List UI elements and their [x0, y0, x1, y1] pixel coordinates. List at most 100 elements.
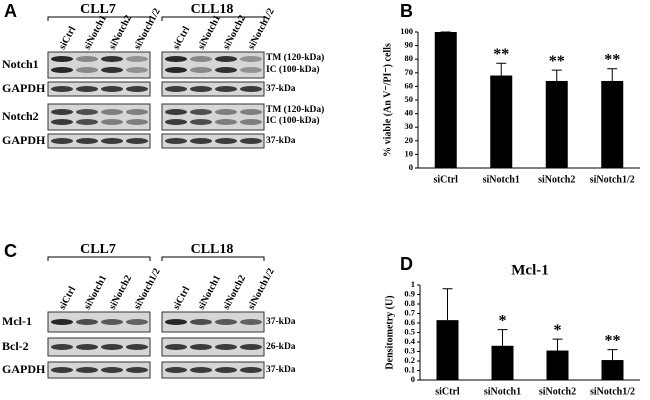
lane-label: siCtrl [57, 285, 78, 312]
bracket [47, 256, 151, 261]
band [165, 344, 187, 350]
band [51, 67, 73, 73]
band [240, 56, 262, 62]
blot-box [47, 103, 151, 131]
blot-box [47, 81, 151, 97]
bracket [47, 16, 151, 21]
row-label: GAPDH [2, 362, 46, 376]
blot-box [161, 361, 265, 379]
band [126, 138, 148, 144]
panel-letter: B [400, 1, 413, 21]
band [126, 109, 148, 115]
band [190, 86, 212, 92]
error-bar [607, 68, 618, 81]
lane-label: siNotch1 [82, 13, 109, 51]
band [215, 138, 237, 144]
significance: * [499, 312, 507, 329]
band [51, 56, 73, 62]
band [76, 119, 98, 125]
y-tick-label: 60 [405, 80, 414, 90]
group-label: CLL18 [191, 2, 234, 17]
band [51, 367, 73, 373]
band [101, 119, 123, 125]
lane-label: siNotch1/2 [132, 267, 163, 312]
band [240, 109, 262, 115]
band [190, 344, 212, 350]
group-label: CLL7 [80, 2, 116, 17]
y-tick-label: 20 [405, 135, 414, 145]
bracket [161, 16, 265, 21]
band [101, 367, 123, 373]
x-tick-label: siNotch1/2 [590, 386, 635, 397]
y-tick-label: 80 [405, 53, 414, 63]
band [101, 344, 123, 350]
band [76, 109, 98, 115]
band [215, 109, 237, 115]
error-bar [496, 62, 507, 76]
y-tick-label: 0.2 [404, 355, 415, 365]
band [165, 67, 187, 73]
blot-box [161, 103, 265, 131]
y-tick-label: 0.7 [404, 307, 415, 317]
band [126, 86, 148, 92]
blot-box [161, 337, 265, 357]
blot-box [47, 51, 151, 79]
y-tick-label: 0 [409, 162, 413, 172]
size-label: 37-kDa [266, 365, 296, 375]
band [101, 138, 123, 144]
band [190, 367, 212, 373]
band [126, 119, 148, 125]
lane-label: siNotch1/2 [246, 7, 277, 52]
y-tick-label: 30 [405, 121, 414, 131]
x-tick-label: siNotch2 [538, 174, 575, 185]
blot-box [161, 81, 265, 97]
size-label: 37-kDa [266, 317, 296, 327]
y-tick-label: 40 [405, 108, 414, 118]
error-bar [551, 69, 562, 81]
bar [436, 320, 459, 380]
y-tick-label: 0.5 [404, 326, 415, 336]
significance: ** [493, 46, 509, 63]
lane-label: siCtrl [171, 285, 192, 312]
bar [545, 80, 568, 168]
blot-box [161, 133, 265, 149]
band [190, 319, 212, 325]
band [101, 109, 123, 115]
band [165, 367, 187, 373]
size-label: 37-kDa [266, 84, 296, 94]
row-label: GAPDH [2, 133, 46, 147]
x-tick-label: siCtrl [435, 386, 460, 397]
y-axis-label: Densitometry (U) [384, 295, 395, 369]
y-axis-label: % viable (An V⁻/PI⁻) cells [382, 43, 393, 157]
row-label: Notch1 [2, 57, 39, 71]
band [76, 56, 98, 62]
significance: ** [605, 332, 621, 349]
bar [601, 360, 624, 380]
x-tick-label: siNotch2 [539, 386, 576, 397]
error-bar [552, 338, 563, 351]
band [190, 56, 212, 62]
y-tick-label: 1 [411, 279, 415, 289]
bar [490, 75, 513, 168]
band [51, 319, 73, 325]
blot-box [47, 133, 151, 149]
bar [491, 345, 514, 380]
y-tick-label: 0.9 [404, 288, 415, 298]
panel-letter: C [4, 241, 17, 261]
blot-box [161, 311, 265, 333]
y-tick-label: 50 [405, 94, 414, 104]
lane-label: siNotch1/2 [246, 267, 277, 312]
band [215, 344, 237, 350]
band [101, 319, 123, 325]
error-bar [497, 329, 508, 346]
band [240, 367, 262, 373]
blot-box [47, 337, 151, 357]
lane-label: siNotch1 [196, 13, 223, 51]
x-tick-label: siCtrl [434, 174, 459, 185]
band [165, 119, 187, 125]
band [76, 86, 98, 92]
band [165, 86, 187, 92]
x-tick-label: siNotch1 [484, 386, 521, 397]
band [76, 67, 98, 73]
